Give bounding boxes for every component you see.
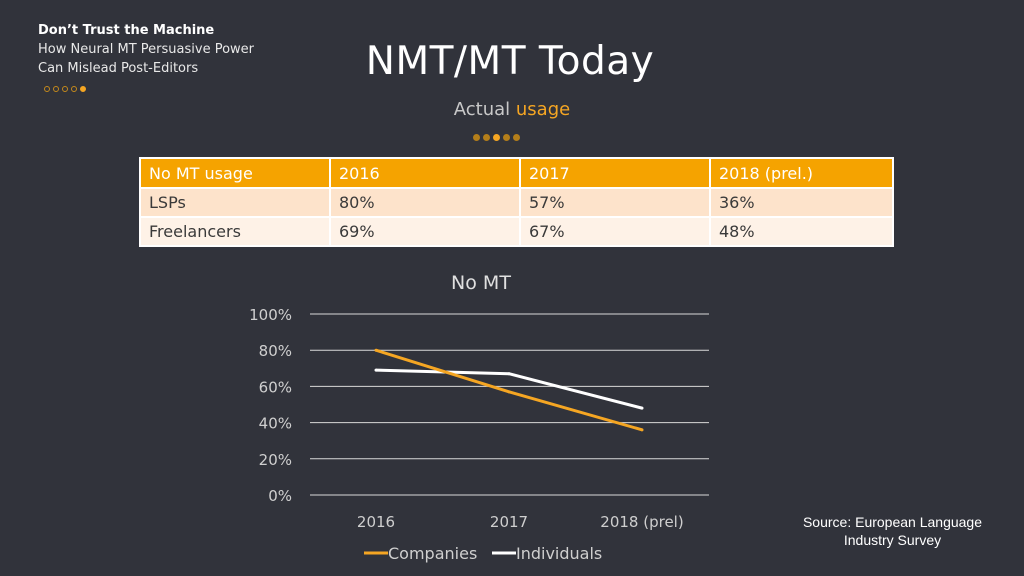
progress-dot [53,86,59,92]
table-cell: 80% [329,187,521,218]
legend-label: Companies [388,544,477,563]
slide-subtitle: Actual usage [0,99,1024,120]
slide-subtitle-prefix: Actual [453,99,516,120]
section-dots [473,134,520,141]
y-tick-label: 0% [268,487,292,505]
section-dot [483,134,490,141]
table-header-row: No MT usage 2016 2017 2018 (prel.) [139,157,894,189]
table-cell: 36% [709,187,894,218]
deck-subtitle-line2: Can Mislead Post-Editors [38,61,199,76]
chart-title: No MT [451,272,511,294]
table-header-cell: No MT usage [139,157,331,189]
table-row: Freelancers 69% 67% 48% [139,216,894,247]
deck-header: Don’t Trust the Machine How Neural MT Pe… [38,21,338,78]
section-dot [503,134,510,141]
source-note: Source: European Language Industry Surve… [780,513,1005,549]
table-cell: 48% [709,216,894,247]
progress-dot-current [80,86,86,92]
y-tick-label: 20% [259,451,292,469]
data-point [374,348,378,352]
table-header-cell: 2018 (prel.) [709,157,894,189]
series-line-individuals [375,368,643,410]
progress-dot [44,86,50,92]
y-tick-label: 80% [259,342,292,360]
x-tick-label: 2018 (prel) [600,513,683,531]
data-point [507,372,511,376]
data-point [640,406,644,410]
table-header-cell: 2016 [329,157,521,189]
x-tick-label: 2016 [357,513,395,531]
table-cell: LSPs [139,187,331,218]
table-header-cell: 2017 [519,157,711,189]
legend-label: Individuals [516,544,602,563]
section-dot [473,134,480,141]
progress-dot [71,86,77,92]
source-line2: Industry Survey [843,532,942,548]
y-tick-label: 60% [259,378,292,396]
y-tick-label: 100% [249,306,292,324]
slide-subtitle-accent: usage [515,99,571,120]
progress-dot [62,86,68,92]
table-row: LSPs 80% 57% 36% [139,187,894,218]
data-point [640,428,644,432]
deck-title: Don’t Trust the Machine [38,23,215,38]
deck-progress-dots [44,86,86,92]
series-line-companies [375,348,643,432]
slide-title: NMT/MT Today [365,39,655,84]
section-dot-current [493,134,500,141]
y-tick-label: 40% [259,415,292,433]
table-cell: 69% [329,216,521,247]
source-line1: Source: European Language [802,514,983,530]
section-dot [513,134,520,141]
table-cell: 57% [519,187,711,218]
table-cell: Freelancers [139,216,331,247]
data-point [507,390,511,394]
data-point [374,368,378,372]
usage-table: No MT usage 2016 2017 2018 (prel.) LSPs … [139,157,894,247]
table-cell: 67% [519,216,711,247]
x-tick-label: 2017 [490,513,528,531]
deck-subtitle-line1: How Neural MT Persuasive Power [38,42,255,57]
